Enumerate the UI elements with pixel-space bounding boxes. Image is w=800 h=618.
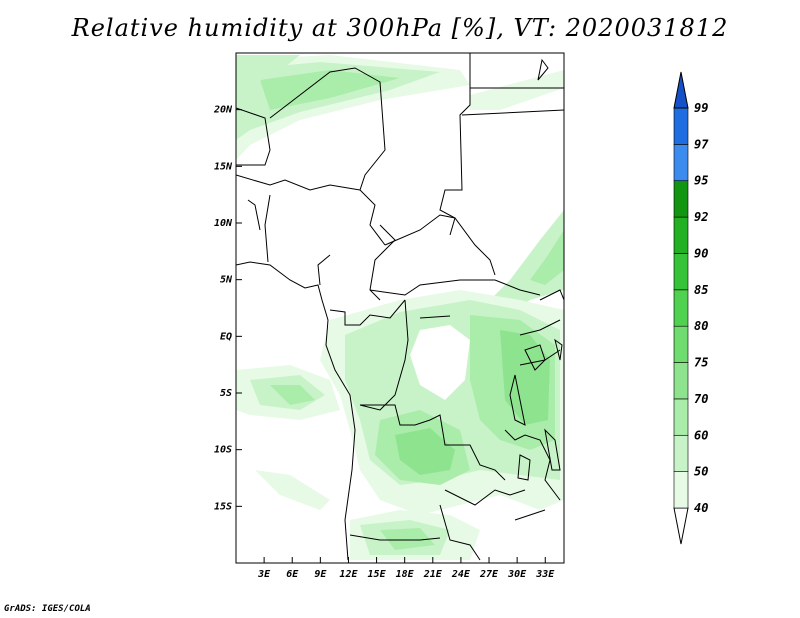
- grads-credit: GrADS: IGES/COLA: [4, 604, 91, 614]
- country-borders: [236, 53, 564, 561]
- lat-tick-label: EQ: [220, 331, 232, 342]
- colorbar-swatch: [673, 362, 689, 400]
- lat-tick-label: 10N: [214, 218, 233, 229]
- colorbar-swatch: [673, 289, 689, 327]
- colorbar-swatch: [673, 216, 689, 254]
- lat-tick-label: 5S: [220, 388, 232, 399]
- lon-tick-label: 30E: [507, 569, 527, 580]
- latitude-axis: 20N 15N 10N 5N EQ 5S 10S 15S: [213, 105, 242, 512]
- lat-tick-label: 15S: [214, 501, 232, 512]
- colorbar-label: 50: [694, 465, 708, 479]
- lat-tick-label: 15N: [214, 161, 233, 172]
- humidity-shading: [236, 55, 564, 560]
- colorbar-label: 75: [694, 356, 708, 370]
- lon-tick-label: 33E: [535, 569, 555, 580]
- lon-tick-label: 9E: [314, 569, 327, 580]
- lon-tick-label: 18E: [396, 569, 415, 580]
- colorbar-lower-arrow: [673, 507, 689, 545]
- colorbar-label: 97: [694, 137, 709, 151]
- colorbar-label: 85: [694, 283, 708, 297]
- lon-tick-label: 3E: [257, 569, 271, 580]
- colorbar-swatch: [673, 180, 689, 218]
- chart-title: Relative humidity at 300hPa [%], VT: 202…: [71, 14, 729, 42]
- colorbar-swatch: [673, 107, 689, 145]
- colorbar-swatch: [673, 434, 689, 472]
- longitude-axis: 3E 6E 9E 12E 15E 18E 21E 24E 27E 30E 33E: [257, 557, 555, 580]
- colorbar-label: 92: [694, 210, 708, 224]
- colorbar-label: 95: [694, 174, 708, 188]
- lat-tick-label: 10S: [214, 445, 232, 456]
- lon-tick-label: 15E: [368, 569, 387, 580]
- colorbar-swatch: [673, 325, 689, 363]
- colorbar-swatch: [673, 144, 689, 182]
- colorbar: 40 50 60 70 75 80 85 90 92 95 97 99: [673, 71, 709, 545]
- colorbar-swatch: [673, 398, 689, 436]
- colorbar-label: 70: [694, 392, 708, 406]
- colorbar-label: 60: [694, 428, 708, 442]
- colorbar-swatch: [673, 471, 689, 509]
- lon-tick-label: 27E: [479, 569, 499, 580]
- lon-tick-label: 24E: [451, 569, 471, 580]
- colorbar-label: 99: [694, 101, 708, 115]
- colorbar-label: 80: [694, 319, 708, 333]
- map-frame: [235, 52, 565, 564]
- lon-tick-label: 6E: [286, 569, 299, 580]
- lat-tick-label: 20N: [213, 105, 233, 116]
- colorbar-label: 40: [694, 501, 708, 515]
- lat-tick-label: 5N: [220, 275, 233, 286]
- colorbar-label: 90: [694, 246, 708, 260]
- lon-tick-label: 12E: [339, 569, 358, 580]
- lon-tick-label: 21E: [423, 569, 443, 580]
- colorbar-swatch: [673, 253, 689, 291]
- colorbar-upper-arrow: [673, 71, 689, 109]
